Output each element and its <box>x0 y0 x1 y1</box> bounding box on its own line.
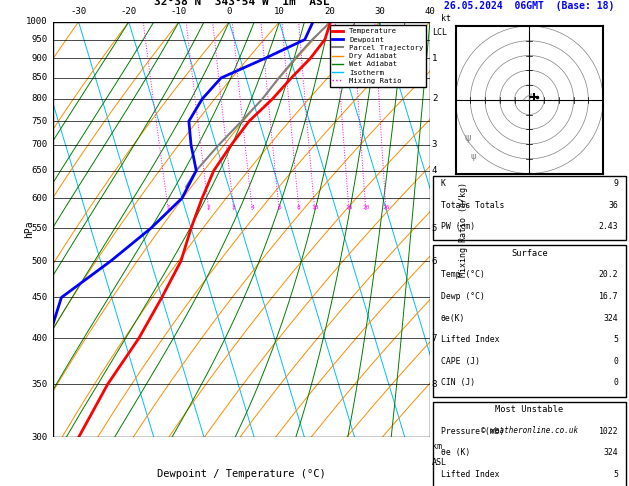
Text: km: km <box>432 442 442 451</box>
Text: 5: 5 <box>613 470 618 479</box>
Text: 20.2: 20.2 <box>599 270 618 279</box>
Text: 1: 1 <box>432 54 437 63</box>
Text: 30: 30 <box>374 7 385 16</box>
Text: 2: 2 <box>207 205 211 210</box>
Text: Dewp (°C): Dewp (°C) <box>440 292 484 301</box>
Text: Surface: Surface <box>511 249 548 258</box>
Text: ASL: ASL <box>432 458 447 467</box>
Bar <box>433 401 626 486</box>
Text: LCL: LCL <box>432 28 447 37</box>
Text: 450: 450 <box>31 293 48 302</box>
Text: 4: 4 <box>250 205 254 210</box>
Text: Temp (°C): Temp (°C) <box>440 270 484 279</box>
Text: 3: 3 <box>432 140 437 150</box>
Text: 7: 7 <box>432 333 437 343</box>
Text: 16: 16 <box>345 205 353 210</box>
Text: 2.43: 2.43 <box>599 222 618 231</box>
Text: 750: 750 <box>31 117 48 126</box>
Text: 350: 350 <box>31 380 48 389</box>
Text: Dewpoint / Temperature (°C): Dewpoint / Temperature (°C) <box>157 469 326 479</box>
Text: 400: 400 <box>31 333 48 343</box>
Text: Mixing Ratio (g/kg): Mixing Ratio (g/kg) <box>459 182 469 277</box>
Text: 26.05.2024  06GMT  (Base: 18): 26.05.2024 06GMT (Base: 18) <box>444 1 615 12</box>
Text: 700: 700 <box>31 140 48 150</box>
Text: -30: -30 <box>70 7 87 16</box>
Text: -20: -20 <box>121 7 137 16</box>
Text: Most Unstable: Most Unstable <box>495 405 564 414</box>
Text: 16.7: 16.7 <box>599 292 618 301</box>
Legend: Temperature, Dewpoint, Parcel Trajectory, Dry Adiabat, Wet Adiabat, Isotherm, Mi: Temperature, Dewpoint, Parcel Trajectory… <box>330 25 426 87</box>
Bar <box>433 175 626 241</box>
Text: 6: 6 <box>432 257 437 265</box>
Text: 1: 1 <box>167 205 170 210</box>
Text: CIN (J): CIN (J) <box>440 379 475 387</box>
Text: © weatheronline.co.uk: © weatheronline.co.uk <box>481 426 578 435</box>
Text: 8: 8 <box>432 380 437 389</box>
Text: Lifted Index: Lifted Index <box>440 335 499 344</box>
Text: 600: 600 <box>31 194 48 203</box>
Text: 36: 36 <box>608 201 618 209</box>
Text: 5: 5 <box>432 224 437 233</box>
Text: 324: 324 <box>603 313 618 323</box>
Text: PW (cm): PW (cm) <box>440 222 475 231</box>
Text: 0: 0 <box>613 379 618 387</box>
Text: 1022: 1022 <box>599 427 618 435</box>
Text: CAPE (J): CAPE (J) <box>440 357 479 366</box>
Text: K: K <box>440 179 445 188</box>
Text: 500: 500 <box>31 257 48 265</box>
Text: θe (K): θe (K) <box>440 448 470 457</box>
Text: 850: 850 <box>31 73 48 83</box>
Text: 26: 26 <box>382 205 390 210</box>
Text: 800: 800 <box>31 94 48 104</box>
Text: 5: 5 <box>613 335 618 344</box>
Text: 8: 8 <box>297 205 301 210</box>
Text: θe(K): θe(K) <box>440 313 465 323</box>
Text: 1000: 1000 <box>26 17 48 26</box>
Text: 20: 20 <box>324 7 335 16</box>
Text: 9: 9 <box>613 179 618 188</box>
Text: 2: 2 <box>432 94 437 104</box>
Text: 20: 20 <box>362 205 370 210</box>
Text: Totals Totals: Totals Totals <box>440 201 504 209</box>
Text: Pressure (mb): Pressure (mb) <box>440 427 504 435</box>
Text: 6: 6 <box>277 205 281 210</box>
Text: 0: 0 <box>613 357 618 366</box>
Text: 650: 650 <box>31 166 48 175</box>
Text: 324: 324 <box>603 448 618 457</box>
Text: 0: 0 <box>226 7 232 16</box>
Text: Lifted Index: Lifted Index <box>440 470 499 479</box>
Text: -10: -10 <box>171 7 187 16</box>
Text: 10: 10 <box>311 205 318 210</box>
Text: 950: 950 <box>31 35 48 44</box>
Bar <box>433 245 626 397</box>
Text: 900: 900 <box>31 54 48 63</box>
Text: 32°38'N  343°54'W  1m  ASL: 32°38'N 343°54'W 1m ASL <box>154 0 330 7</box>
Text: 10: 10 <box>274 7 285 16</box>
Text: 550: 550 <box>31 224 48 233</box>
Text: 300: 300 <box>31 433 48 442</box>
Text: 3: 3 <box>232 205 236 210</box>
Text: 4: 4 <box>432 166 437 175</box>
Text: hPa: hPa <box>24 221 34 239</box>
Text: 40: 40 <box>425 7 435 16</box>
